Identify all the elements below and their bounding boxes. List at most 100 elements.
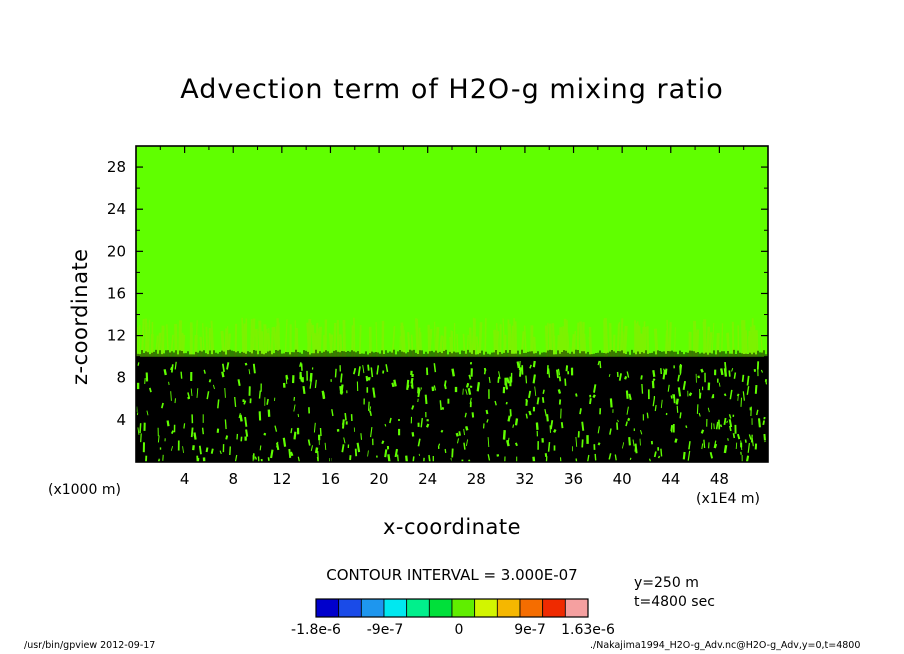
contour-gap — [589, 398, 592, 405]
band-streak — [617, 322, 621, 357]
contour-gap — [224, 419, 227, 430]
contour-gap — [417, 438, 421, 447]
contour-gap — [234, 454, 238, 462]
contour-gap — [586, 454, 590, 462]
colorbar — [315, 598, 589, 618]
contour-gap — [463, 428, 465, 436]
contour-gap — [297, 456, 301, 462]
contour-gap — [713, 443, 718, 449]
colorbar-frame — [315, 598, 589, 618]
contour-gap — [196, 388, 199, 398]
contour-gap — [428, 454, 431, 462]
contour-gap — [384, 449, 388, 458]
band-streak — [328, 333, 333, 357]
band-streak — [407, 332, 411, 357]
contour-gap — [342, 419, 345, 429]
band-streak — [559, 327, 563, 357]
band-streak — [741, 320, 745, 357]
contour-gap — [509, 409, 512, 417]
contour-gap — [557, 368, 561, 376]
contour-gap — [726, 420, 729, 424]
contour-gap — [389, 417, 392, 424]
contour-gap — [244, 362, 248, 366]
contour-gap — [198, 445, 202, 455]
contour-gap — [728, 414, 732, 419]
contour-gap — [192, 445, 195, 451]
contour-gap — [486, 419, 489, 423]
contour-gap — [290, 428, 293, 434]
contour-gap — [170, 445, 173, 451]
band-streak — [469, 327, 473, 357]
x-tick-label: 36 — [564, 470, 583, 488]
contour-gap — [697, 375, 701, 379]
contour-gap — [157, 435, 160, 443]
colorbar-swatch — [428, 598, 453, 618]
band-streak — [588, 326, 593, 357]
contour-gap — [709, 451, 714, 459]
contour-gap — [565, 365, 569, 372]
band-streak — [157, 332, 162, 357]
x-tick-label: 40 — [613, 470, 632, 488]
contour-gap — [203, 369, 206, 374]
band-streak — [434, 321, 436, 357]
colorbar-swatch — [519, 598, 544, 618]
contour-gap — [260, 458, 263, 462]
contour-gap — [282, 437, 287, 447]
contour-gap — [310, 445, 313, 452]
x-tick-label: 4 — [180, 470, 190, 488]
y-tick-label: 16 — [107, 284, 126, 302]
contour-layer — [136, 356, 768, 462]
band-streak — [138, 324, 141, 357]
band-streak — [324, 319, 328, 357]
contour-gap — [559, 457, 562, 462]
contour-gap — [433, 363, 437, 373]
contour-gap — [324, 442, 327, 450]
contour-gap — [519, 367, 522, 377]
contour-gap — [166, 420, 170, 427]
x-tick-label: 16 — [321, 470, 340, 488]
band-streak — [637, 325, 642, 357]
contour-gap — [516, 361, 520, 369]
contour-gap — [532, 360, 536, 368]
colorbar-swatch — [383, 598, 408, 618]
contour-gap — [597, 442, 601, 446]
band-streak — [484, 318, 487, 357]
x-tick-label: 24 — [418, 470, 437, 488]
band-streak — [339, 334, 343, 357]
contour-gap — [425, 423, 430, 428]
contour-gap — [219, 450, 222, 455]
contour-gap — [137, 362, 140, 366]
band-streak — [514, 321, 518, 357]
contour-gap — [677, 387, 682, 397]
contour-gap — [331, 409, 334, 417]
contour-gap — [187, 396, 191, 400]
contour-gap — [367, 450, 369, 457]
contour-gap — [682, 451, 686, 460]
contour-gap — [746, 375, 750, 386]
contour-gap — [440, 429, 444, 433]
band-streak — [147, 319, 151, 357]
contour-gap — [674, 438, 678, 443]
contour-gap — [640, 429, 643, 435]
contour-gap — [465, 389, 468, 395]
contour-gap — [424, 394, 428, 405]
contour-gap — [502, 430, 506, 440]
contour-gap — [720, 368, 724, 376]
band-streak — [224, 328, 228, 357]
contour-gap — [343, 437, 346, 444]
contour-gap — [356, 442, 361, 453]
band-streak — [284, 319, 288, 357]
band-streak — [400, 322, 406, 357]
band-streak — [642, 333, 646, 357]
contour-gap — [319, 427, 322, 437]
colorbar-level-label: 1.63e-6 — [561, 622, 615, 638]
band-streak — [619, 318, 624, 357]
band-streak — [251, 318, 256, 357]
contour-gap — [465, 425, 469, 431]
contour-gap — [736, 433, 741, 440]
contour-gap — [244, 416, 248, 427]
contour-gap — [528, 390, 532, 399]
contour-gap — [370, 427, 373, 438]
contour-gap — [221, 363, 225, 373]
